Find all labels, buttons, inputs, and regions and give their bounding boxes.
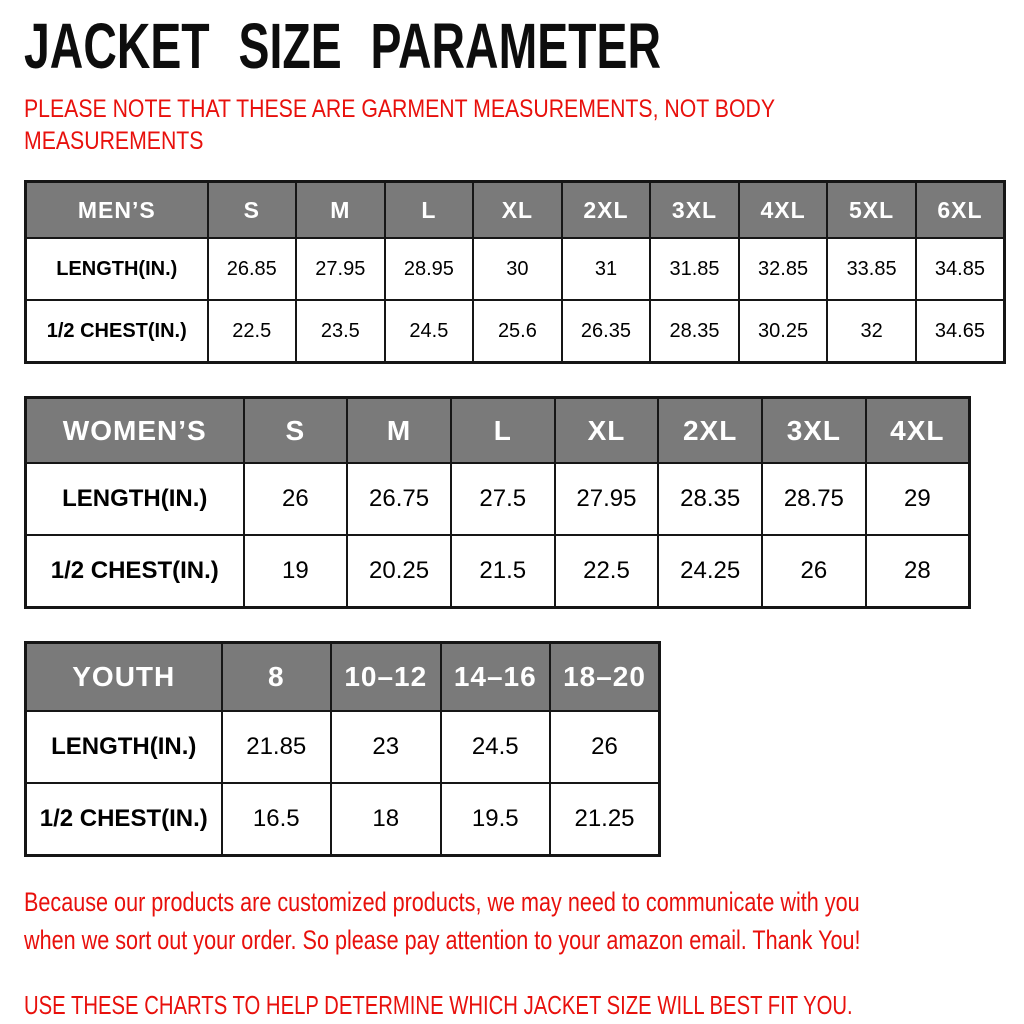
size-column-header: L <box>383 180 475 240</box>
size-value-cell: 33.85 <box>826 237 917 302</box>
size-value-cell: 26.85 <box>206 237 298 302</box>
size-value-cell: 22.5 <box>206 299 298 364</box>
size-value-cell: 34.85 <box>914 237 1006 302</box>
size-value-cell: 28.75 <box>761 462 867 537</box>
measurement-row-label: LENGTH(IN.) <box>24 462 245 537</box>
size-column-header: XL <box>553 396 660 465</box>
size-column-header: 6XL <box>914 180 1006 240</box>
size-value-cell: 30 <box>472 237 563 302</box>
size-value-cell: 26.75 <box>346 462 452 537</box>
size-value-cell: 31 <box>560 237 652 302</box>
size-column-header: 10–12 <box>330 641 442 713</box>
size-column-header: XL <box>472 180 563 240</box>
size-value-cell: 22.5 <box>553 534 660 609</box>
size-value-cell: 28.35 <box>657 462 764 537</box>
measurement-row-label: 1/2 CHEST(IN.) <box>24 534 245 609</box>
size-value-cell: 24.25 <box>657 534 764 609</box>
size-column-header: M <box>295 180 386 240</box>
size-value-cell: 29 <box>864 462 971 537</box>
size-value-cell: 23.5 <box>295 299 386 364</box>
size-column-header: M <box>346 396 452 465</box>
measurement-row-label: 1/2 CHEST(IN.) <box>24 782 223 857</box>
measurement-row-label: 1/2 CHEST(IN.) <box>24 299 209 364</box>
size-value-cell: 21.85 <box>220 710 332 785</box>
use-charts-note: USE THESE CHARTS TO HELP DETERMINE WHICH… <box>24 989 853 1020</box>
measurement-row-label: LENGTH(IN.) <box>24 710 223 785</box>
size-value-cell: 24.5 <box>439 710 551 785</box>
size-value-cell: 27.95 <box>295 237 386 302</box>
footer-notes: Because our products are customized prod… <box>24 883 1006 1021</box>
table-title-womens: WOMEN’S <box>24 396 245 465</box>
size-column-header: 18–20 <box>549 641 661 713</box>
size-value-cell: 27.95 <box>553 462 660 537</box>
table-title-mens: MEN’S <box>24 180 209 240</box>
size-value-cell: 32 <box>826 299 917 364</box>
womens-size-table: WOMEN’S S M L XL 2XL 3XL 4XL LENGTH(IN.) 26 26.75 2… <box>24 395 971 609</box>
size-column-header: 5XL <box>826 180 917 240</box>
size-value-cell: 25.6 <box>472 299 563 364</box>
size-column-header: 8 <box>220 641 332 713</box>
size-value-cell: 24.5 <box>383 299 475 364</box>
size-column-header: 4XL <box>864 396 971 465</box>
page-title: JACKET SIZE PARAMETER <box>24 10 661 83</box>
size-value-cell: 32.85 <box>737 237 829 302</box>
size-column-header: 2XL <box>560 180 652 240</box>
size-value-cell: 28.95 <box>383 237 475 302</box>
size-value-cell: 18 <box>330 782 442 857</box>
size-value-cell: 31.85 <box>649 237 740 302</box>
size-value-cell: 28.35 <box>649 299 740 364</box>
size-column-header: S <box>242 396 349 465</box>
size-value-cell: 21.5 <box>449 534 556 609</box>
size-column-header: S <box>206 180 298 240</box>
note-line-2: MEASUREMENTS <box>24 127 204 156</box>
customized-note-line-2: when we sort out your order. So please p… <box>24 925 861 956</box>
size-value-cell: 26 <box>242 462 349 537</box>
size-value-cell: 20.25 <box>346 534 452 609</box>
size-column-header: 3XL <box>761 396 867 465</box>
size-value-cell: 27.5 <box>449 462 556 537</box>
size-column-header: 3XL <box>649 180 740 240</box>
size-column-header: 2XL <box>657 396 764 465</box>
measurement-row-label: LENGTH(IN.) <box>24 237 209 302</box>
garment-measurement-note: PLEASE NOTE THAT THESE ARE GARMENT MEASU… <box>24 93 1006 158</box>
customized-products-note: Because our products are customized prod… <box>24 883 1006 960</box>
table-title-youth: YOUTH <box>24 641 223 713</box>
size-column-header: L <box>449 396 556 465</box>
mens-size-table: MEN’S S M L XL 2XL 3XL 4XL 5XL 6XL LENGTH(IN.) 26.8… <box>24 179 1006 364</box>
size-value-cell: 16.5 <box>220 782 332 857</box>
size-column-header: 14–16 <box>439 641 551 713</box>
size-value-cell: 21.25 <box>549 782 661 857</box>
size-value-cell: 26 <box>549 710 661 785</box>
note-line-1: PLEASE NOTE THAT THESE ARE GARMENT MEASU… <box>24 94 776 123</box>
size-column-header: 4XL <box>737 180 829 240</box>
size-value-cell: 19.5 <box>439 782 551 857</box>
size-value-cell: 19 <box>242 534 349 609</box>
size-value-cell: 34.65 <box>914 299 1006 364</box>
size-value-cell: 26 <box>761 534 867 609</box>
size-value-cell: 26.35 <box>560 299 652 364</box>
customized-note-line-1: Because our products are customized prod… <box>24 886 860 917</box>
size-value-cell: 28 <box>864 534 971 609</box>
size-value-cell: 23 <box>330 710 442 785</box>
youth-size-table: YOUTH 8 10–12 14–16 18–20 LENGTH(IN.) 21.85 23 2… <box>24 640 661 857</box>
size-value-cell: 30.25 <box>737 299 829 364</box>
